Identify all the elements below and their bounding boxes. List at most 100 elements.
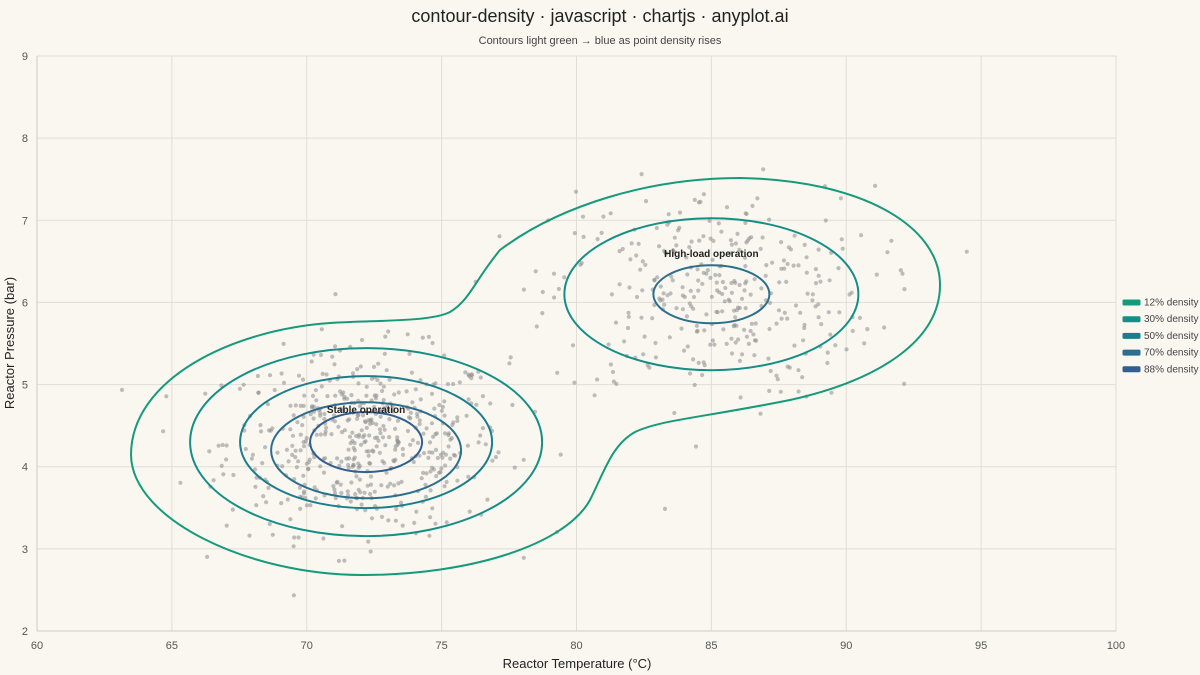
data-point [314,432,319,437]
data-point [333,292,338,297]
data-point [700,281,705,286]
data-point [540,311,545,316]
data-point [421,451,427,456]
data-point [385,484,390,489]
data-point [350,371,356,376]
data-point [455,418,460,423]
data-point [308,503,313,508]
data-point [355,416,360,421]
data-point [394,506,399,512]
data-point [281,341,286,346]
data-point [743,220,748,225]
data-point [237,386,242,391]
data-point [263,445,268,450]
data-point [573,189,579,194]
data-point [378,381,383,386]
data-point [674,306,679,311]
data-point [642,334,647,339]
data-point [714,309,719,314]
data-point [714,280,719,285]
data-point [374,422,379,427]
data-point [267,521,272,527]
data-point [333,393,338,398]
data-point [451,381,456,387]
data-point [296,373,302,378]
data-point [359,337,365,343]
data-point [802,242,807,247]
data-point [332,487,337,492]
data-point [224,457,229,462]
data-point [364,425,369,430]
data-point [722,299,727,304]
data-point [726,297,731,302]
data-point [364,393,369,398]
data-point [455,478,460,483]
data-point [779,240,784,245]
data-point [816,247,821,252]
data-point [279,501,284,506]
data-point [562,275,567,280]
data-point [720,279,726,285]
data-point [293,448,298,453]
data-point [665,222,670,227]
data-point [480,426,485,431]
legend-swatch [1122,366,1141,373]
data-point [342,558,347,563]
data-point [898,268,903,273]
data-point [608,211,613,216]
data-point [696,278,701,283]
data-point [331,484,336,489]
data-point [672,410,677,416]
data-point [685,344,690,349]
data-point [802,322,807,327]
data-point [297,485,302,490]
data-point [207,449,212,454]
data-point [735,305,741,310]
annotation-label: High-load operation [664,249,758,260]
data-point [626,314,631,319]
data-point [652,277,657,282]
data-point [408,442,413,447]
data-point [752,353,757,358]
data-point [828,332,833,337]
data-point [674,243,679,248]
data-point [742,255,748,260]
data-point [349,480,354,485]
axis-ticks: 60 65 70 75 80 85 90 95 100 2 3 4 5 6 7 8 9 [22,51,1125,652]
data-point [431,434,436,439]
data-point [279,371,284,376]
data-point [375,377,380,383]
data-point [412,520,417,526]
data-point [318,432,323,437]
data-point [324,425,329,430]
data-point [420,335,425,340]
data-point [691,357,696,362]
data-point [339,430,345,435]
data-point [467,509,472,514]
data-point [304,436,309,441]
data-point [510,402,515,408]
data-point [423,494,428,499]
data-point [688,288,693,293]
data-point [662,506,668,511]
grid [36,55,1117,632]
y-tick-label: 3 [22,544,28,556]
legend-label: 30% density [1144,314,1198,325]
contour-70-percent-highload [652,264,771,325]
data-point [763,273,768,278]
data-point [430,450,435,455]
data-point [350,438,355,444]
data-point [873,183,878,188]
data-point [438,469,443,475]
data-point [444,479,449,485]
data-point [369,516,375,521]
data-point [606,342,611,347]
data-point [293,455,298,460]
data-point [733,315,738,320]
data-point [335,456,340,461]
data-point [634,253,639,258]
data-point [380,388,385,394]
data-point [684,255,689,260]
data-point [900,271,905,276]
data-point [775,377,780,382]
